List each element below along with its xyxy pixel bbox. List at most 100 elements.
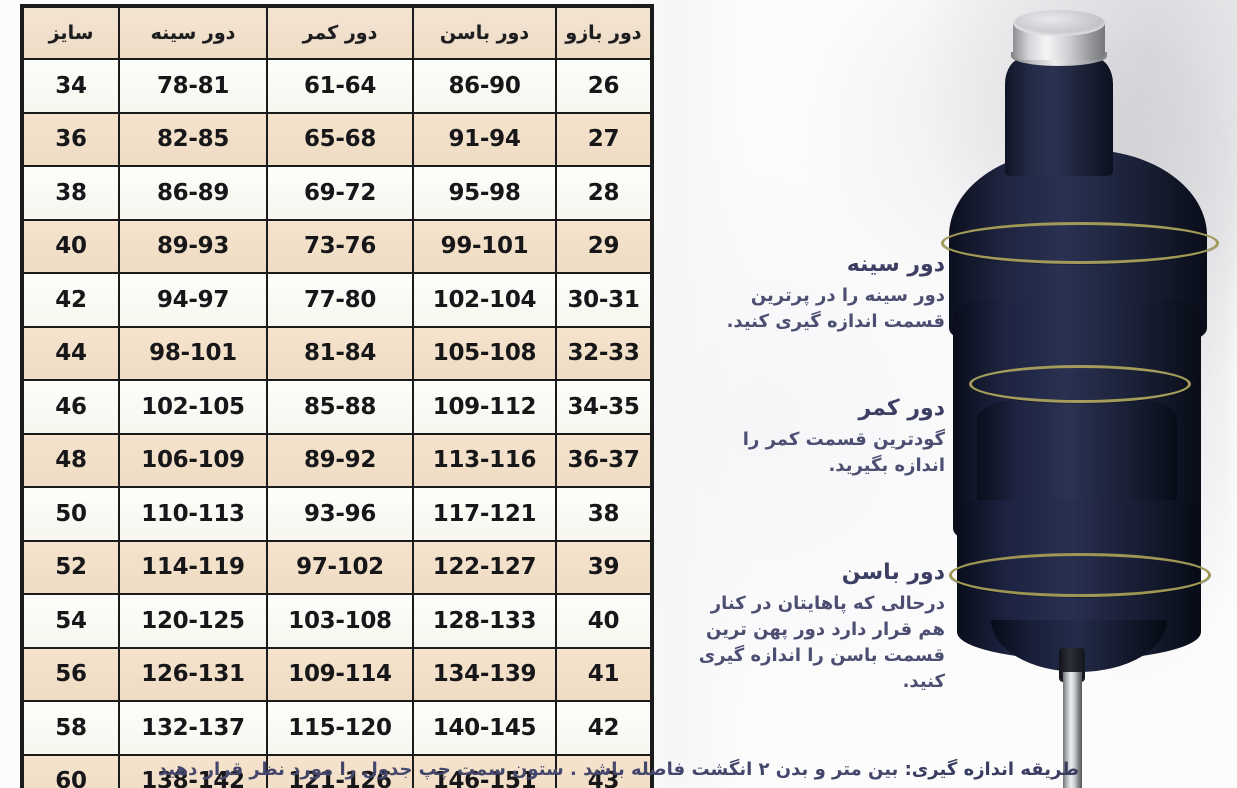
size-table-container: سایز دور سینه دور کمر دور باسن دور بازو …: [22, 6, 652, 788]
cell-waist: 65-68: [266, 111, 414, 167]
cell-arm: 32-33: [555, 325, 652, 381]
waist-measuring-ring: [969, 365, 1191, 403]
cell-bust: 94-97: [118, 272, 268, 328]
cell-bust: 98-101: [118, 325, 268, 381]
column-header-arm: دور بازو: [555, 6, 652, 60]
cell-size: 60: [22, 753, 120, 788]
cell-arm: 42: [555, 700, 652, 756]
cell-bust: 106-109: [118, 432, 268, 488]
cell-waist: 77-80: [266, 272, 414, 328]
cell-hip: 102-104: [412, 272, 557, 328]
instruction-waist-body: گودترین قسمت کمر را اندازه بگیرید.: [742, 429, 945, 477]
cell-size: 42: [22, 272, 120, 328]
cell-arm: 26: [555, 58, 652, 114]
table-row: 56 126-131 109-114 134-139 41: [22, 646, 652, 702]
cell-size: 50: [22, 486, 120, 542]
cell-hip: 105-108: [412, 325, 557, 381]
cell-hip: 109-112: [412, 379, 557, 435]
cell-size: 52: [22, 539, 120, 595]
cell-size: 36: [22, 111, 120, 167]
table-row: 52 114-119 97-102 122-127 39: [22, 539, 652, 595]
instruction-bust-title: دور سینه: [846, 252, 945, 277]
instruction-bust-body: دور سینه را در پرترین قسمت اندازه گیری ک…: [726, 285, 945, 333]
table-row: 50 110-113 93-96 117-121 38: [22, 486, 652, 542]
table-row: 44 98-101 81-84 105-108 32-33: [22, 325, 652, 381]
cell-bust: 114-119: [118, 539, 268, 595]
cell-arm: 27: [555, 111, 652, 167]
cell-hip: 140-145: [412, 700, 557, 756]
table-row: 34 78-81 61-64 86-90 26: [22, 58, 652, 114]
table-row: 54 120-125 103-108 128-133 40: [22, 593, 652, 649]
cell-size: 58: [22, 700, 120, 756]
mannequin-figure: [941, 0, 1237, 788]
stand-pole: [1063, 672, 1082, 788]
cell-hip: 128-133: [412, 593, 557, 649]
cell-waist: 115-120: [266, 700, 414, 756]
cell-waist: 61-64: [266, 58, 414, 114]
column-header-bust: دور سینه: [118, 6, 268, 60]
table-row: 40 89-93 73-76 99-101 29: [22, 218, 652, 274]
cell-hip: 99-101: [412, 218, 557, 274]
size-table: سایز دور سینه دور کمر دور باسن دور بازو …: [22, 6, 652, 788]
cell-hip: 86-90: [412, 58, 557, 114]
size-table-head: سایز دور سینه دور کمر دور باسن دور بازو: [22, 6, 652, 60]
cell-hip: 91-94: [412, 111, 557, 167]
cell-bust: 138-142: [118, 753, 268, 788]
instruction-waist-title: دور کمر: [858, 396, 945, 421]
table-row: 42 94-97 77-80 102-104 30-31: [22, 272, 652, 328]
cell-size: 44: [22, 325, 120, 381]
cell-bust: 132-137: [118, 700, 268, 756]
cell-arm: 28: [555, 165, 652, 221]
cell-arm: 41: [555, 646, 652, 702]
cell-bust: 120-125: [118, 593, 268, 649]
cell-bust: 126-131: [118, 646, 268, 702]
instruction-waist: دور کمر گودترین قسمت کمر را اندازه بگیری…: [690, 396, 945, 479]
cell-arm: 34-35: [555, 379, 652, 435]
cell-size: 48: [22, 432, 120, 488]
footer-note: طریقه اندازه گیری: بین متر و بدن ۲ انگشت…: [0, 759, 1237, 780]
footer-label: طریقه اندازه گیری:: [904, 759, 1080, 780]
cell-arm: 30-31: [555, 272, 652, 328]
cell-arm: 36-37: [555, 432, 652, 488]
cell-waist: 109-114: [266, 646, 414, 702]
cell-hip: 134-139: [412, 646, 557, 702]
column-header-waist: دور کمر: [266, 6, 414, 60]
cell-bust: 110-113: [118, 486, 268, 542]
bust-measuring-ring: [941, 222, 1219, 264]
table-row: 36 82-85 65-68 91-94 27: [22, 111, 652, 167]
cell-arm: 40: [555, 593, 652, 649]
footer-text: بین متر و بدن ۲ انگشت فاصله باشد . ستون …: [157, 759, 899, 780]
measurement-instructions: دور سینه دور سینه را در پرترین قسمت اندا…: [660, 0, 960, 788]
cell-bust: 102-105: [118, 379, 268, 435]
instruction-bust: دور سینه دور سینه را در پرترین قسمت اندا…: [690, 252, 945, 335]
instruction-hip: دور باسن درحالی که پاهایتان در کنار هم ق…: [690, 560, 945, 695]
cell-waist: 121-126: [266, 753, 414, 788]
cell-waist: 73-76: [266, 218, 414, 274]
cell-waist: 97-102: [266, 539, 414, 595]
cell-hip: 113-116: [412, 432, 557, 488]
cell-hip: 146-151: [412, 753, 557, 788]
table-row: 48 106-109 89-92 113-116 36-37: [22, 432, 652, 488]
cell-waist: 89-92: [266, 432, 414, 488]
cell-waist: 81-84: [266, 325, 414, 381]
cell-waist: 103-108: [266, 593, 414, 649]
table-header-row: سایز دور سینه دور کمر دور باسن دور بازو: [22, 6, 652, 60]
cell-hip: 95-98: [412, 165, 557, 221]
column-header-size: سایز: [22, 6, 120, 60]
cell-arm: 39: [555, 539, 652, 595]
cell-bust: 82-85: [118, 111, 268, 167]
column-header-hip: دور باسن: [412, 6, 557, 60]
cell-size: 40: [22, 218, 120, 274]
cell-waist: 85-88: [266, 379, 414, 435]
table-row: 58 132-137 115-120 140-145 42: [22, 700, 652, 756]
cell-arm: 29: [555, 218, 652, 274]
mannequin-neck: [1005, 58, 1113, 176]
cell-waist: 69-72: [266, 165, 414, 221]
cell-hip: 122-127: [412, 539, 557, 595]
table-row: 46 102-105 85-88 109-112 34-35: [22, 379, 652, 435]
table-row: 38 86-89 69-72 95-98 28: [22, 165, 652, 221]
cell-arm: 43: [555, 753, 652, 788]
cell-size: 34: [22, 58, 120, 114]
cell-size: 56: [22, 646, 120, 702]
